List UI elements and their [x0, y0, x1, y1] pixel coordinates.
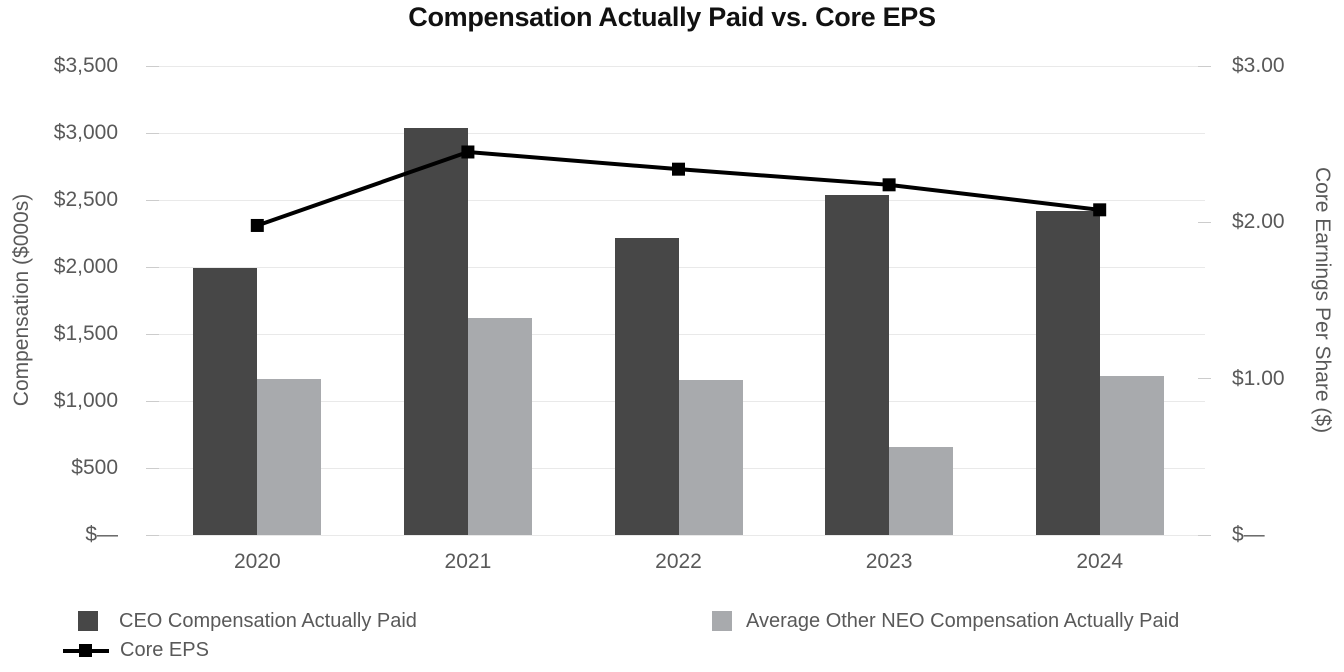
- bar-neo-2021: [467, 317, 532, 535]
- left-axis-tick: [146, 467, 159, 469]
- gridline: [152, 333, 1205, 335]
- left-axis-title: Compensation ($000s): [10, 193, 33, 407]
- left-axis-tick-label: $1,000: [53, 389, 118, 412]
- bar-ceo-2024: [1035, 210, 1100, 535]
- bar-ceo-2021: [403, 128, 468, 535]
- bar-neo-2024: [1099, 376, 1164, 535]
- left-axis-tick: [146, 333, 159, 335]
- x-axis-label-2020: 2020: [233, 550, 281, 573]
- x-axis-label-2023: 2023: [865, 550, 913, 573]
- left-axis-tick-label: $2,000: [53, 255, 118, 278]
- right-axis-tick-label: $2.00: [1232, 210, 1285, 234]
- right-axis-tick: [1198, 378, 1211, 380]
- bar-neo-2022: [678, 379, 743, 535]
- core-eps-marker-2020: [250, 218, 264, 232]
- right-axis-tick-label: $1.00: [1232, 366, 1285, 390]
- left-axis-tick-label: $—: [85, 523, 118, 546]
- left-axis-tick-label: $3,000: [53, 121, 118, 144]
- right-axis-tick-label: $—: [1232, 523, 1265, 546]
- legend-label-ceo: CEO Compensation Actually Paid: [119, 609, 417, 632]
- left-axis-tick: [146, 65, 159, 67]
- core-eps-marker-2021: [461, 145, 475, 159]
- left-axis-tick: [146, 400, 159, 402]
- bar-neo-2023: [889, 446, 954, 535]
- left-axis-tick-label: $500: [71, 456, 118, 479]
- core-eps-marker-2023: [882, 178, 896, 192]
- x-axis-label-2021: 2021: [444, 550, 492, 573]
- neo-legend-swatch: [712, 611, 732, 631]
- left-axis-tick-label: $1,500: [53, 322, 118, 345]
- left-axis-tick: [146, 534, 159, 536]
- gridline: [152, 65, 1205, 67]
- right-axis-tick-label: $3.00: [1232, 54, 1285, 77]
- x-axis-label-2024: 2024: [1076, 550, 1124, 573]
- gridline: [152, 534, 1205, 536]
- left-axis-tick: [146, 199, 159, 201]
- legend-item-neo: Average Other NEO Compensation Actually …: [712, 608, 1179, 634]
- gridline: [152, 132, 1205, 134]
- legend-label-neo: Average Other NEO Compensation Actually …: [746, 609, 1180, 632]
- ceo-legend-swatch: [78, 611, 98, 631]
- legend-item-ceo: CEO Compensation Actually Paid: [78, 608, 417, 634]
- chart-title: Compensation Actually Paid vs. Core EPS: [408, 2, 936, 32]
- left-axis-tick-label: $2,500: [53, 188, 118, 211]
- left-axis-tick: [146, 266, 159, 268]
- bar-ceo-2022: [614, 238, 679, 535]
- right-axis-tick: [1198, 65, 1211, 67]
- bar-ceo-2023: [825, 195, 890, 535]
- left-axis-tick-label: $3,500: [53, 54, 118, 77]
- right-axis-tick: [1198, 221, 1211, 223]
- plot-area: [146, 65, 1211, 536]
- right-axis-tick: [1198, 534, 1211, 536]
- legend-item-eps: Core EPS: [63, 637, 209, 663]
- legend-label-eps: Core EPS: [120, 638, 209, 661]
- core-eps-marker-2022: [672, 162, 685, 176]
- bar-neo-2020: [257, 378, 322, 535]
- left-axis-tick: [146, 132, 159, 134]
- gridline: [152, 199, 1205, 201]
- core-eps-marker-2024: [1093, 203, 1107, 217]
- gridline: [152, 266, 1205, 268]
- core-eps-line-series: [250, 145, 1107, 232]
- eps-legend-swatch: [63, 643, 109, 657]
- x-axis-label-2022: 2022: [655, 550, 702, 573]
- bar-ceo-2020: [193, 268, 258, 535]
- right-axis-title: Core Earnings Per Share ($): [1311, 166, 1334, 434]
- eps-legend-marker-icon: [79, 643, 92, 657]
